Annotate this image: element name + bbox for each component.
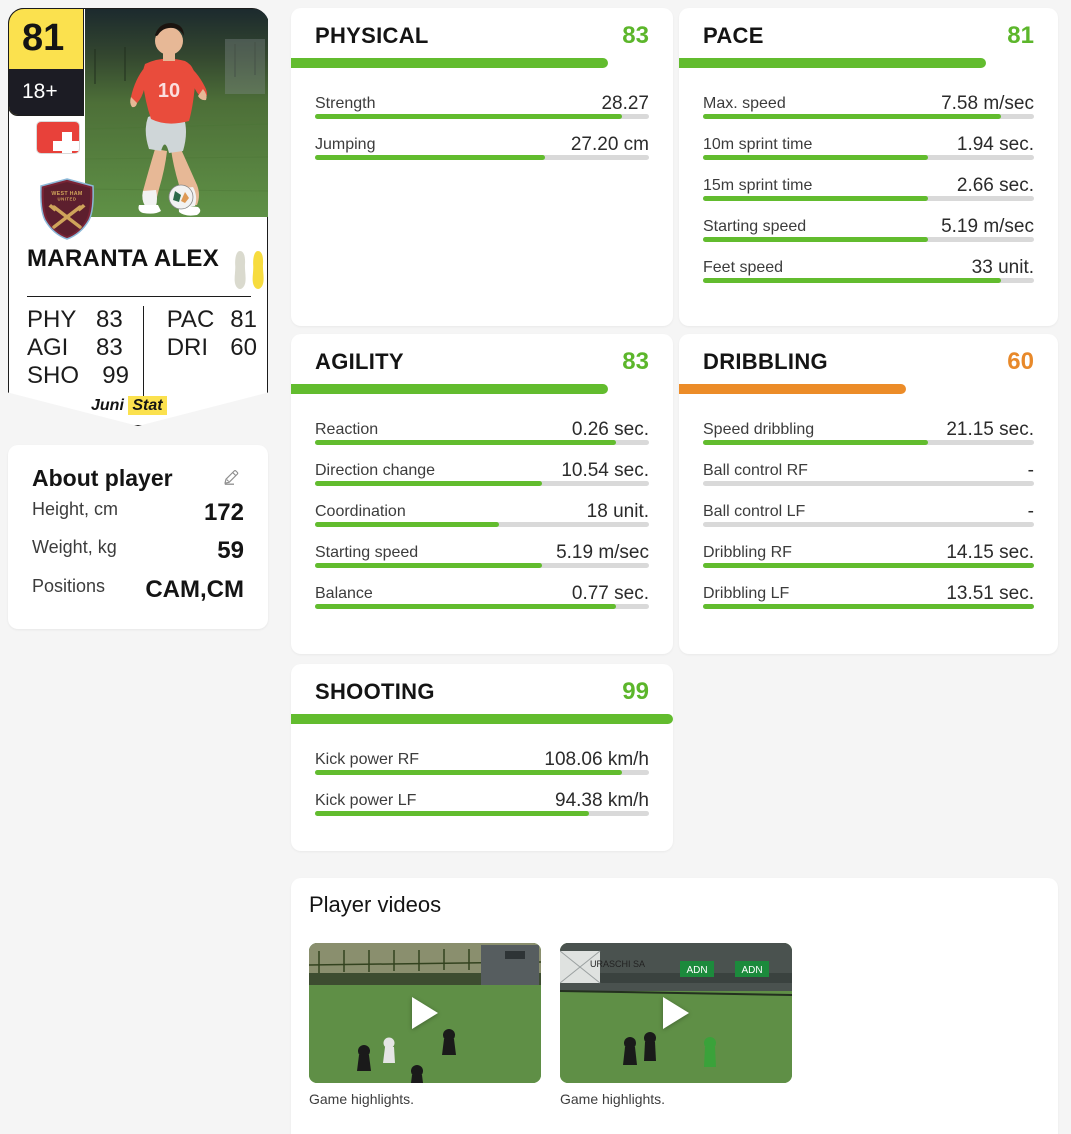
svg-text:UNITED: UNITED	[58, 197, 77, 202]
svg-text:10: 10	[158, 80, 180, 102]
svg-text:ADN: ADN	[741, 965, 762, 976]
svg-text:ADN: ADN	[686, 965, 707, 976]
svg-text:URASCHI SA: URASCHI SA	[590, 959, 645, 969]
